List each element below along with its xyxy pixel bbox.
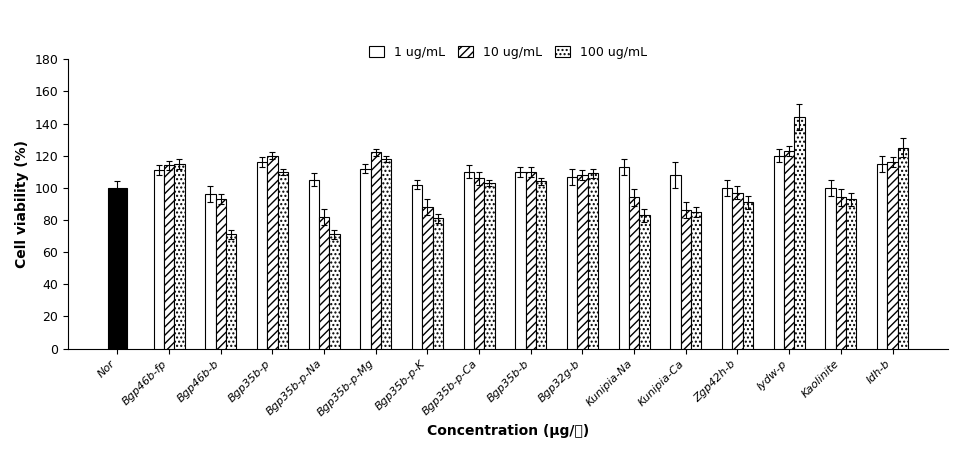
- Bar: [226, 235, 236, 348]
- Bar: [108, 188, 127, 348]
- Bar: [825, 188, 836, 348]
- Bar: [463, 172, 474, 348]
- Bar: [587, 173, 598, 348]
- X-axis label: Concentration (μg/㎡): Concentration (μg/㎡): [427, 424, 589, 438]
- Bar: [412, 185, 423, 348]
- Bar: [268, 156, 277, 348]
- Bar: [536, 181, 546, 348]
- Legend: 1 ug/mL, 10 ug/mL, 100 ug/mL: 1 ug/mL, 10 ug/mL, 100 ug/mL: [366, 43, 651, 63]
- Bar: [846, 199, 856, 348]
- Bar: [526, 172, 536, 348]
- Bar: [329, 235, 340, 348]
- Bar: [898, 148, 908, 348]
- Bar: [784, 151, 794, 348]
- Bar: [432, 218, 443, 348]
- Bar: [474, 178, 484, 348]
- Bar: [887, 162, 898, 348]
- Bar: [164, 165, 174, 348]
- Bar: [742, 202, 753, 348]
- Bar: [371, 153, 381, 348]
- Bar: [257, 162, 268, 348]
- Bar: [836, 198, 846, 348]
- Bar: [639, 215, 650, 348]
- Bar: [308, 180, 319, 348]
- Bar: [732, 193, 742, 348]
- Bar: [319, 217, 329, 348]
- Y-axis label: Cell viability (%): Cell viability (%): [15, 140, 29, 268]
- Bar: [277, 172, 288, 348]
- Bar: [216, 199, 226, 348]
- Bar: [484, 183, 495, 348]
- Bar: [577, 175, 587, 348]
- Bar: [670, 175, 681, 348]
- Bar: [877, 164, 887, 348]
- Bar: [629, 198, 639, 348]
- Bar: [205, 194, 216, 348]
- Bar: [691, 212, 701, 348]
- Bar: [154, 170, 164, 348]
- Bar: [794, 117, 805, 348]
- Bar: [773, 156, 784, 348]
- Bar: [423, 207, 432, 348]
- Bar: [681, 210, 691, 348]
- Bar: [567, 177, 577, 348]
- Bar: [618, 167, 629, 348]
- Bar: [174, 164, 185, 348]
- Bar: [360, 169, 371, 348]
- Bar: [381, 159, 391, 348]
- Bar: [722, 188, 732, 348]
- Bar: [515, 172, 526, 348]
